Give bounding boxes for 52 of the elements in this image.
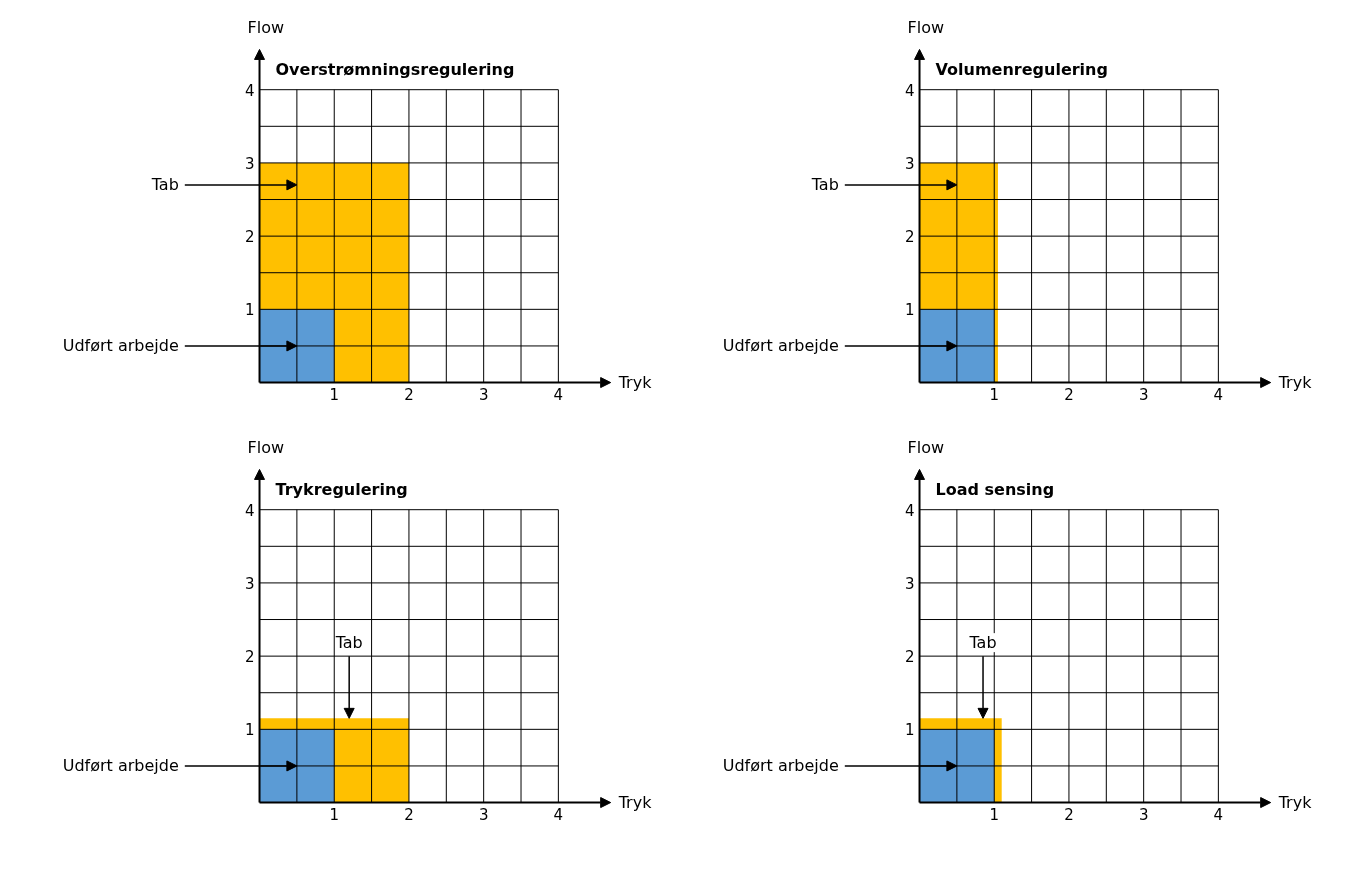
text: Udført arbejde	[62, 756, 179, 776]
x-tick-label: 3	[478, 805, 489, 824]
x-tick-label: 1	[329, 385, 340, 404]
y-axis-title: Flow	[907, 18, 945, 38]
y-tick-label: 4	[904, 501, 915, 520]
y-tick-label: 3	[904, 574, 915, 593]
y-tick-label: 2	[244, 648, 255, 667]
x-tick-label: 4	[1213, 385, 1224, 404]
annotation: Tab	[334, 633, 363, 653]
text: Volumenregulering	[935, 60, 1108, 80]
y-tick-label: 1	[904, 721, 915, 740]
text: Tab	[150, 175, 179, 195]
x-tick-label: 4	[1213, 805, 1224, 824]
text: Trykregulering	[275, 480, 408, 500]
x-tick-label: 2	[1064, 385, 1074, 404]
y-tick-label: 2	[904, 648, 915, 667]
y-tick-label: 4	[244, 81, 255, 100]
x-tick-label: 1	[989, 385, 1000, 404]
x-tick-label: 4	[553, 385, 564, 404]
text: Load sensing	[935, 480, 1055, 500]
x-tick-label: 2	[1064, 805, 1074, 824]
x-tick-label: 2	[404, 805, 414, 824]
y-tick-label: 1	[904, 301, 915, 320]
x-axis-title: Tryk	[617, 373, 653, 393]
text: Udført arbejde	[722, 336, 839, 356]
text: Udført arbejde	[722, 756, 839, 776]
x-axis-title: Tryk	[1277, 793, 1313, 813]
y-axis-title: Flow	[247, 438, 285, 458]
x-axis-title: Tryk	[1277, 373, 1313, 393]
x-tick-label: 3	[1138, 805, 1149, 824]
y-tick-label: 1	[244, 301, 255, 320]
y-tick-label: 4	[244, 501, 255, 520]
y-tick-label: 3	[244, 154, 255, 173]
y-tick-label: 3	[904, 154, 915, 173]
y-axis-title: Flow	[247, 18, 285, 38]
x-tick-label: 1	[329, 805, 340, 824]
x-tick-label: 4	[553, 805, 564, 824]
x-tick-label: 3	[478, 385, 489, 404]
y-tick-label: 1	[244, 721, 255, 740]
text: Udført arbejde	[62, 336, 179, 356]
annotation: Tab	[968, 633, 997, 653]
x-axis-title: Tryk	[617, 793, 653, 813]
y-tick-label: 4	[904, 81, 915, 100]
y-tick-label: 2	[904, 228, 915, 247]
x-tick-label: 2	[404, 385, 414, 404]
y-tick-label: 2	[244, 228, 255, 247]
text: Tab	[810, 175, 839, 195]
y-tick-label: 3	[244, 574, 255, 593]
x-tick-label: 1	[989, 805, 1000, 824]
text: Overstrømningsregulering	[275, 60, 515, 80]
x-tick-label: 3	[1138, 385, 1149, 404]
y-axis-title: Flow	[907, 438, 945, 458]
